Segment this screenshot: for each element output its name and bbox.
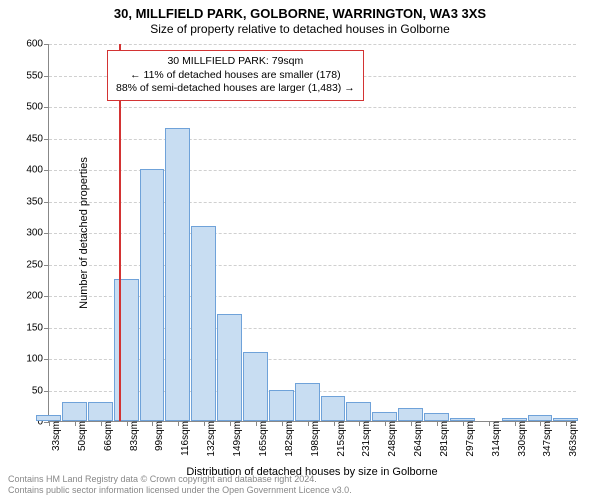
y-axis-label: Number of detached properties bbox=[78, 157, 90, 309]
xtick-label: 116sqm bbox=[176, 421, 191, 456]
gridline bbox=[49, 139, 576, 140]
histogram-bar bbox=[243, 352, 268, 421]
xtick-label: 215sqm bbox=[332, 421, 347, 457]
xtick-label: 66sqm bbox=[99, 421, 114, 451]
xtick-label: 314sqm bbox=[487, 421, 502, 457]
xtick-label: 330sqm bbox=[513, 421, 528, 457]
gridline bbox=[49, 202, 576, 203]
footer-attribution: Contains HM Land Registry data © Crown c… bbox=[8, 474, 352, 497]
xtick-label: 248sqm bbox=[383, 421, 398, 457]
xtick-label: 149sqm bbox=[228, 421, 243, 457]
histogram-bar bbox=[88, 402, 113, 421]
gridline bbox=[49, 44, 576, 45]
gridline bbox=[49, 233, 576, 234]
ytick-label: 50 bbox=[32, 385, 49, 396]
title-address: 30, MILLFIELD PARK, GOLBORNE, WARRINGTON… bbox=[0, 6, 600, 21]
histogram-bar bbox=[140, 169, 165, 421]
xtick-label: 264sqm bbox=[409, 421, 424, 457]
footer-line2: Contains public sector information licen… bbox=[8, 485, 352, 496]
histogram-bar bbox=[62, 402, 87, 421]
gridline bbox=[49, 265, 576, 266]
ytick-label: 150 bbox=[26, 322, 49, 333]
histogram-bar bbox=[165, 128, 190, 421]
xtick-label: 363sqm bbox=[564, 421, 579, 457]
gridline bbox=[49, 170, 576, 171]
xtick-label: 198sqm bbox=[306, 421, 321, 457]
chart-area: 05010015020025030035040045050055060033sq… bbox=[48, 44, 576, 422]
ytick-label: 100 bbox=[26, 354, 49, 365]
info-box-line: 30 MILLFIELD PARK: 79sqm bbox=[116, 55, 355, 69]
xtick-label: 231sqm bbox=[357, 421, 372, 457]
histogram-bar bbox=[295, 383, 320, 421]
histogram-bar bbox=[114, 279, 139, 421]
xtick-label: 132sqm bbox=[202, 421, 217, 457]
title-subtitle: Size of property relative to detached ho… bbox=[0, 22, 600, 36]
xtick-label: 347sqm bbox=[538, 421, 553, 457]
gridline bbox=[49, 107, 576, 108]
info-box: 30 MILLFIELD PARK: 79sqm← 11% of detache… bbox=[107, 50, 364, 101]
xtick-label: 182sqm bbox=[280, 421, 295, 457]
chart-title-block: 30, MILLFIELD PARK, GOLBORNE, WARRINGTON… bbox=[0, 0, 600, 36]
xtick-label: 99sqm bbox=[150, 421, 165, 451]
xtick-label: 165sqm bbox=[254, 421, 269, 457]
xtick-label: 33sqm bbox=[47, 421, 62, 451]
xtick-label: 83sqm bbox=[125, 421, 140, 451]
ytick-label: 300 bbox=[26, 228, 49, 239]
ytick-label: 350 bbox=[26, 196, 49, 207]
footer-line1: Contains HM Land Registry data © Crown c… bbox=[8, 474, 352, 485]
ytick-label: 450 bbox=[26, 133, 49, 144]
histogram-bar bbox=[191, 226, 216, 421]
histogram-bar bbox=[269, 390, 294, 422]
info-box-line: ← 11% of detached houses are smaller (17… bbox=[116, 69, 355, 83]
ytick-label: 550 bbox=[26, 70, 49, 81]
xtick-label: 281sqm bbox=[435, 421, 450, 457]
ytick-label: 600 bbox=[26, 39, 49, 50]
xtick-label: 50sqm bbox=[73, 421, 88, 451]
histogram-bar bbox=[321, 396, 346, 421]
info-box-line: 88% of semi-detached houses are larger (… bbox=[116, 82, 355, 96]
xtick-label: 297sqm bbox=[461, 421, 476, 457]
plot-region: 05010015020025030035040045050055060033sq… bbox=[48, 44, 576, 422]
histogram-bar bbox=[217, 314, 242, 421]
ytick-label: 250 bbox=[26, 259, 49, 270]
ytick-label: 500 bbox=[26, 102, 49, 113]
ytick-label: 400 bbox=[26, 165, 49, 176]
histogram-bar bbox=[372, 412, 397, 421]
histogram-bar bbox=[424, 413, 449, 421]
ytick-label: 200 bbox=[26, 291, 49, 302]
histogram-bar bbox=[398, 408, 423, 421]
histogram-bar bbox=[346, 402, 371, 421]
